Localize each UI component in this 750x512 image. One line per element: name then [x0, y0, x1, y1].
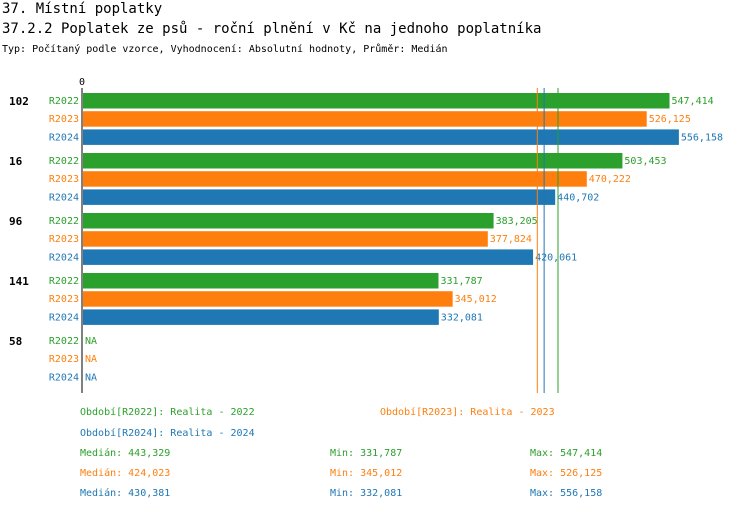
- bar: [83, 213, 494, 229]
- group-label: 16: [9, 155, 23, 168]
- data-label: 332,081: [441, 312, 483, 323]
- chart-subtitle: 37.2.2 Poplatek ze psů - roční plnění v …: [2, 21, 542, 37]
- data-label: 556,158: [681, 132, 723, 143]
- bar-chart: 0 102 R2022 547,414 R2023 526,125 R2024 556,158…: [9, 77, 723, 393]
- data-label: NA: [85, 354, 97, 365]
- bar: [83, 231, 488, 247]
- series-tick-label: R2024: [49, 132, 79, 143]
- group-label: 96: [9, 215, 23, 228]
- series-tick-label: R2023: [49, 294, 79, 305]
- median-r2022: Medián: 443,329: [80, 448, 171, 459]
- legend-item-r2023: Období[R2023]: Realita - 2023: [380, 407, 555, 418]
- series-tick-label: R2022: [49, 216, 79, 227]
- min-r2022: Min: 331,787: [330, 448, 403, 459]
- max-r2022: Max: 547,414: [530, 448, 603, 459]
- series-tick-label: R2023: [49, 174, 79, 185]
- median-r2024: Medián: 430,381: [80, 488, 171, 499]
- data-label: 470,222: [589, 174, 631, 185]
- bar: [83, 249, 534, 265]
- data-label: 440,702: [557, 192, 599, 203]
- chart-type-line: Typ: Počítaný podle vzorce, Vyhodnocení:…: [2, 44, 448, 55]
- axis-zero-label: 0: [79, 77, 85, 88]
- legend-item-r2024: Období[R2024]: Realita - 2024: [80, 428, 255, 439]
- bar: [83, 129, 679, 145]
- bar: [83, 171, 587, 187]
- bar: [83, 189, 556, 205]
- bar: [83, 309, 439, 325]
- series-tick-label: R2023: [49, 114, 79, 125]
- series-tick-label: R2024: [49, 372, 79, 383]
- data-label: 503,453: [624, 156, 666, 167]
- data-label: 547,414: [672, 96, 714, 107]
- series-tick-label: R2022: [49, 276, 79, 287]
- bar: [83, 291, 453, 307]
- group-label: 58: [9, 335, 22, 348]
- data-label: 345,012: [455, 294, 497, 305]
- series-tick-label: R2022: [49, 96, 79, 107]
- bar: [83, 273, 439, 289]
- data-label: 383,205: [496, 216, 538, 227]
- min-r2024: Min: 332,081: [330, 488, 403, 499]
- max-r2023: Max: 526,125: [530, 468, 603, 479]
- series-tick-label: R2022: [49, 156, 79, 167]
- series-tick-label: R2023: [49, 234, 79, 245]
- data-label: 526,125: [649, 114, 691, 125]
- data-label: 420,061: [535, 252, 577, 263]
- bar: [83, 111, 647, 127]
- data-label: 331,787: [440, 276, 482, 287]
- data-label: NA: [85, 336, 97, 347]
- series-tick-label: R2022: [49, 336, 79, 347]
- bar: [83, 93, 670, 109]
- bar: [83, 153, 623, 169]
- series-tick-label: R2024: [49, 192, 79, 203]
- series-tick-label: R2024: [49, 252, 79, 263]
- max-r2024: Max: 556,158: [530, 488, 603, 499]
- series-tick-label: R2023: [49, 354, 79, 365]
- data-label: 377,824: [490, 234, 532, 245]
- data-label: NA: [85, 372, 97, 383]
- legend-item-r2022: Období[R2022]: Realita - 2022: [80, 407, 255, 418]
- min-r2023: Min: 345,012: [330, 468, 403, 479]
- chart-title: 37. Místní poplatky: [2, 1, 163, 17]
- group-label: 102: [9, 95, 29, 108]
- group-label: 141: [9, 275, 29, 288]
- series-tick-label: R2024: [49, 312, 79, 323]
- median-r2023: Medián: 424,023: [80, 468, 171, 479]
